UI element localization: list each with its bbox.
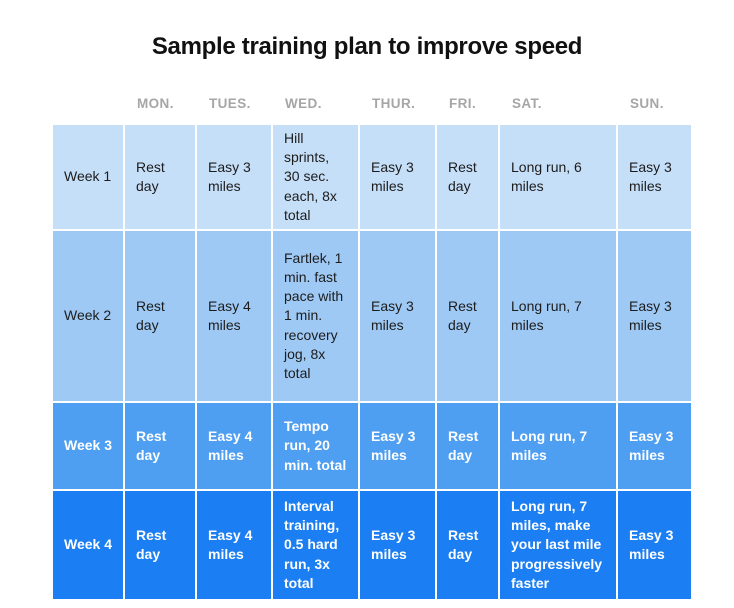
cell-week1-tues: Easy 3 miles <box>197 125 271 229</box>
cell-week1-fri: Rest day <box>437 125 498 229</box>
cell-week4-thur: Easy 3 miles <box>360 491 435 599</box>
cell-week4-sat: Long run, 7 miles, make your last mile p… <box>500 491 616 599</box>
cell-week3-thur: Easy 3 miles <box>360 403 435 489</box>
cell-week2-sat: Long run, 7 miles <box>500 231 616 401</box>
corner-cell <box>53 87 123 123</box>
cell-week3-tues: Easy 4 miles <box>197 403 271 489</box>
cell-week3-fri: Rest day <box>437 403 498 489</box>
cell-week3-mon: Rest day <box>125 403 195 489</box>
col-header-wed: WED. <box>273 87 358 123</box>
col-header-sat: SAT. <box>500 87 616 123</box>
training-plan-table: MON. TUES. WED. THUR. FRI. SAT. SUN. Wee… <box>53 87 691 599</box>
cell-week2-mon: Rest day <box>125 231 195 401</box>
row-label-week-4: Week 4 <box>53 491 123 599</box>
cell-week3-wed: Tempo run, 20 min. total <box>273 403 358 489</box>
cell-week2-wed: Fartlek, 1 min. fast pace with 1 min. re… <box>273 231 358 401</box>
cell-week4-sun: Easy 3 miles <box>618 491 691 599</box>
cell-week4-tues: Easy 4 miles <box>197 491 271 599</box>
cell-week2-sun: Easy 3 miles <box>618 231 691 401</box>
row-label-week-1: Week 1 <box>53 125 123 229</box>
col-header-sun: SUN. <box>618 87 691 123</box>
col-header-fri: FRI. <box>437 87 498 123</box>
cell-week3-sun: Easy 3 miles <box>618 403 691 489</box>
cell-week2-tues: Easy 4 miles <box>197 231 271 401</box>
cell-week4-wed: Interval training, 0.5 hard run, 3x tota… <box>273 491 358 599</box>
cell-week3-sat: Long run, 7 miles <box>500 403 616 489</box>
cell-week4-fri: Rest day <box>437 491 498 599</box>
col-header-mon: MON. <box>125 87 195 123</box>
cell-week1-sun: Easy 3 miles <box>618 125 691 229</box>
row-label-week-3: Week 3 <box>53 403 123 489</box>
cell-week1-sat: Long run, 6 miles <box>500 125 616 229</box>
cell-week2-fri: Rest day <box>437 231 498 401</box>
cell-week2-thur: Easy 3 miles <box>360 231 435 401</box>
cell-week1-mon: Rest day <box>125 125 195 229</box>
cell-week1-wed: Hill sprints, 30 sec. each, 8x total <box>273 125 358 229</box>
cell-week4-mon: Rest day <box>125 491 195 599</box>
row-label-week-2: Week 2 <box>53 231 123 401</box>
col-header-thur: THUR. <box>360 87 435 123</box>
page-title: Sample training plan to improve speed <box>151 33 583 60</box>
col-header-tues: TUES. <box>197 87 271 123</box>
cell-week1-thur: Easy 3 miles <box>360 125 435 229</box>
